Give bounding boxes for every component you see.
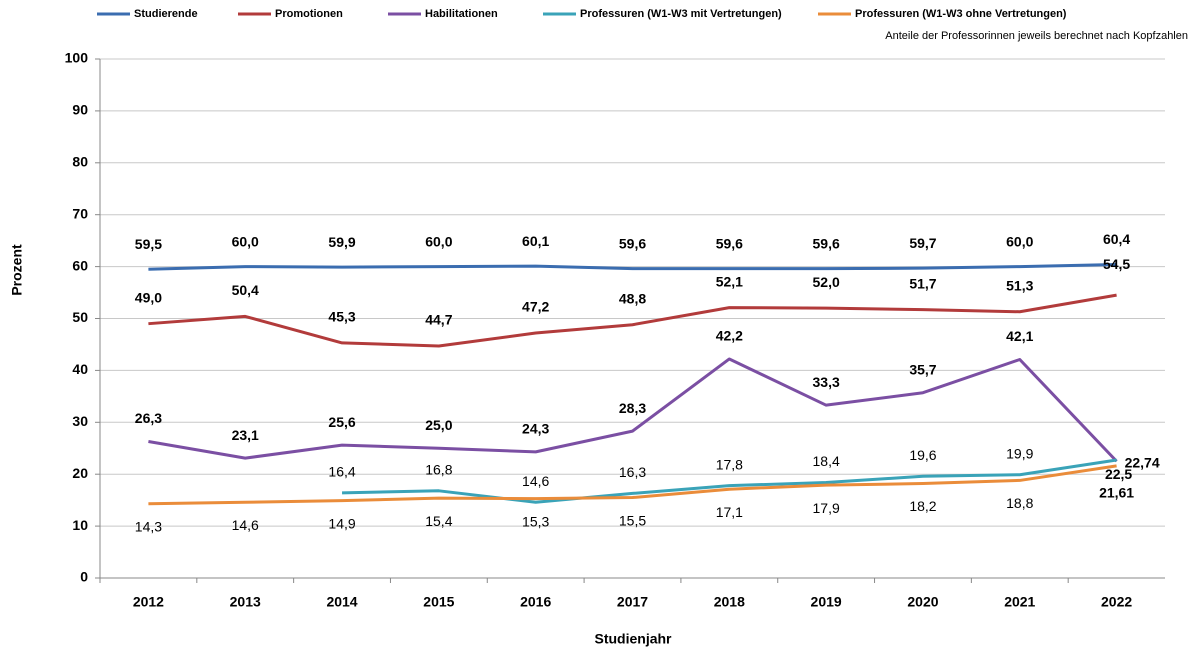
- y-tick-label: 100: [65, 50, 89, 66]
- x-tick-label: 2015: [423, 594, 454, 610]
- series-line: [148, 464, 1117, 506]
- data-label: 28,3: [619, 400, 646, 416]
- y-tick-label: 70: [72, 205, 88, 221]
- data-label: 17,9: [813, 500, 840, 516]
- data-label: 60,4: [1103, 231, 1130, 247]
- y-axis-label: Prozent: [9, 244, 25, 296]
- data-label: 51,3: [1006, 277, 1033, 293]
- series-line: [148, 263, 1117, 271]
- y-tick-label: 40: [72, 361, 88, 377]
- x-tick-label: 2012: [133, 594, 164, 610]
- data-label: 18,2: [909, 498, 936, 514]
- data-label: 59,5: [135, 236, 162, 252]
- data-label: 59,6: [619, 235, 646, 251]
- x-tick-label: 2017: [617, 594, 648, 610]
- data-label: 19,6: [909, 447, 936, 463]
- x-tick-label: 2020: [907, 594, 938, 610]
- y-tick-label: 30: [72, 413, 88, 429]
- data-label: 49,0: [135, 289, 162, 305]
- data-label: 22,5: [1105, 466, 1132, 482]
- x-tick-label: 2019: [811, 594, 842, 610]
- data-label: 59,6: [813, 235, 840, 251]
- data-label: 59,7: [909, 235, 936, 251]
- x-axis-label: Studienjahr: [594, 631, 672, 647]
- y-tick-label: 10: [72, 517, 88, 533]
- legend-label: Promotionen: [275, 8, 343, 20]
- data-label: 45,3: [328, 309, 355, 325]
- data-label: 52,1: [716, 273, 743, 289]
- x-tick-label: 2021: [1004, 594, 1035, 610]
- data-label: 48,8: [619, 290, 646, 306]
- legend-label: Professuren (W1-W3 ohne Vertretungen): [855, 8, 1067, 20]
- legend-label: Professuren (W1-W3 mit Vertretungen): [580, 8, 782, 20]
- x-tick-label: 2016: [520, 594, 551, 610]
- data-label: 59,9: [328, 234, 355, 250]
- data-label: 25,0: [425, 417, 452, 433]
- data-label: 47,2: [522, 299, 549, 315]
- data-label: 15,5: [619, 512, 646, 528]
- data-label: 14,3: [135, 518, 162, 534]
- x-tick-label: 2022: [1101, 594, 1132, 610]
- data-label: 59,6: [716, 235, 743, 251]
- data-label: 17,8: [716, 456, 743, 472]
- data-label: 44,7: [425, 312, 452, 328]
- data-label: 60,0: [232, 233, 259, 249]
- y-tick-label: 80: [72, 154, 88, 170]
- data-label: 60,1: [522, 233, 549, 249]
- data-label: 51,7: [909, 275, 936, 291]
- data-label: 26,3: [135, 410, 162, 426]
- data-label: 16,8: [425, 462, 452, 478]
- data-label: 16,3: [619, 464, 646, 480]
- x-tick-label: 2018: [714, 594, 745, 610]
- data-label: 15,3: [522, 513, 549, 529]
- data-label: 14,9: [328, 515, 355, 531]
- legend-label: Habilitationen: [425, 8, 498, 20]
- data-label: 33,3: [813, 374, 840, 390]
- data-label: 19,9: [1006, 445, 1033, 461]
- data-label: 42,2: [716, 328, 743, 344]
- series-line: [148, 357, 1118, 463]
- data-label: 21,61: [1099, 485, 1134, 501]
- y-tick-label: 20: [72, 465, 88, 481]
- x-tick-label: 2014: [326, 594, 357, 610]
- legend-label: Studierende: [134, 8, 198, 20]
- data-label: 17,1: [716, 504, 743, 520]
- y-tick-label: 60: [72, 257, 88, 273]
- y-tick-label: 0: [80, 569, 88, 585]
- data-label: 52,0: [813, 274, 840, 290]
- x-tick-label: 2013: [230, 594, 261, 610]
- data-label: 54,5: [1103, 256, 1130, 272]
- data-label: 42,1: [1006, 328, 1033, 344]
- y-tick-label: 50: [72, 309, 88, 325]
- data-label: 16,4: [328, 464, 355, 480]
- data-label: 35,7: [909, 361, 936, 377]
- data-label: 18,4: [813, 453, 840, 469]
- data-label: 25,6: [328, 414, 355, 430]
- series-line: [342, 458, 1117, 504]
- data-label: 18,8: [1006, 495, 1033, 511]
- data-label: 24,3: [522, 421, 549, 437]
- series-line: [148, 293, 1117, 348]
- annotation: Anteile der Professorinnen jeweils berec…: [885, 30, 1188, 42]
- data-label: 15,4: [425, 513, 452, 529]
- data-label: 14,6: [522, 473, 549, 489]
- data-label: 50,4: [232, 282, 259, 298]
- y-tick-label: 90: [72, 102, 88, 118]
- data-label: 60,0: [1006, 233, 1033, 249]
- data-label: 22,74: [1125, 455, 1160, 471]
- data-label: 60,0: [425, 233, 452, 249]
- data-label: 14,6: [232, 517, 259, 533]
- data-label: 23,1: [232, 427, 259, 443]
